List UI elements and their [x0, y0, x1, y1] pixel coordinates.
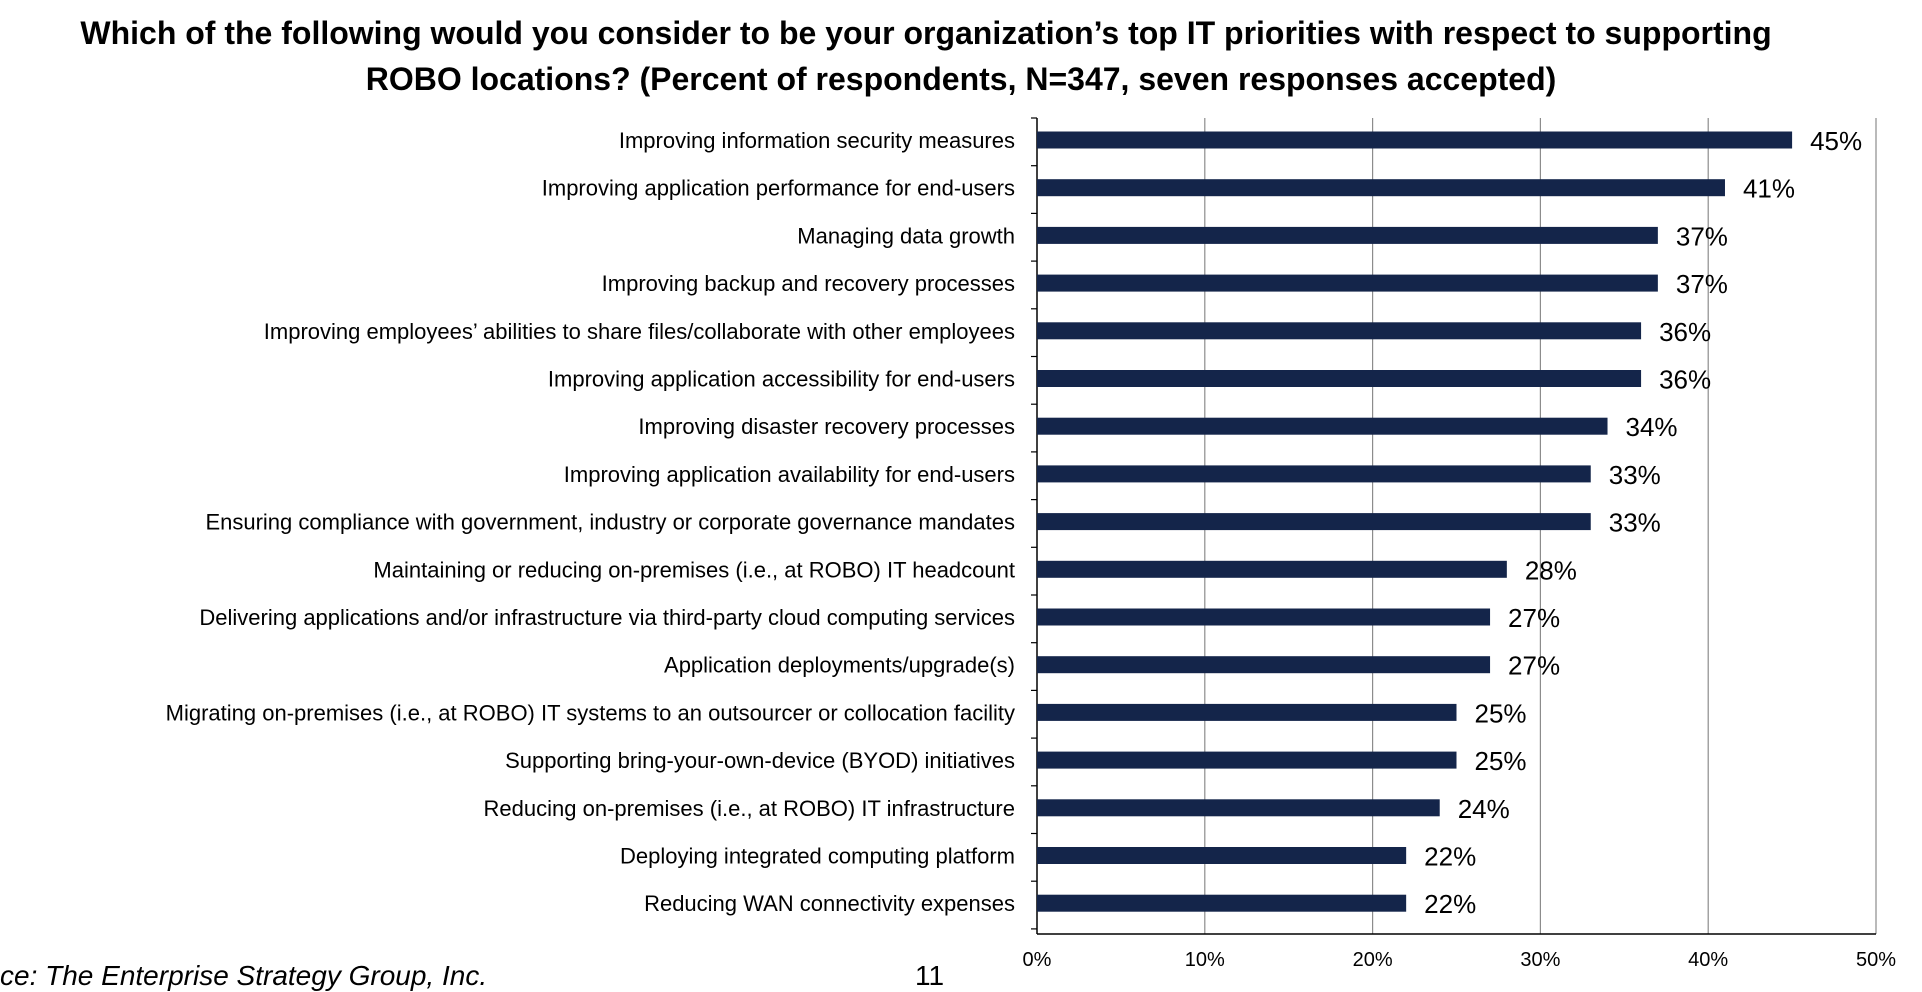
source-footnote: ce: The Enterprise Strategy Group, Inc. — [0, 960, 488, 991]
category-label-15: Deploying integrated computing platform — [620, 844, 1015, 869]
value-label-9: 28% — [1525, 555, 1577, 585]
value-label-16: 22% — [1424, 889, 1476, 919]
category-label-13: Supporting bring-your-own-device (BYOD) … — [505, 748, 1015, 773]
bar-0 — [1037, 131, 1793, 149]
value-label-4: 36% — [1659, 317, 1711, 347]
x-tick-label-3: 30% — [1520, 949, 1560, 971]
bar-4 — [1037, 322, 1642, 340]
category-label-0: Improving information security measures — [619, 128, 1015, 153]
category-label-9: Maintaining or reducing on-premises (i.e… — [373, 557, 1015, 582]
value-label-2: 37% — [1676, 221, 1728, 251]
value-label-14: 24% — [1458, 794, 1510, 824]
value-label-15: 22% — [1424, 842, 1476, 872]
value-label-11: 27% — [1508, 651, 1560, 681]
bar-7 — [1037, 465, 1591, 483]
category-label-8: Ensuring compliance with government, ind… — [205, 510, 1015, 535]
value-label-8: 33% — [1609, 508, 1661, 538]
category-label-10: Delivering applications and/or infrastru… — [199, 605, 1015, 630]
bar-14 — [1037, 799, 1440, 817]
chart-title-line-1: Which of the following would you conside… — [80, 15, 1772, 51]
bar-15 — [1037, 847, 1407, 864]
chart-title-line-2: ROBO locations? (Percent of respondents,… — [365, 61, 1557, 97]
x-tick-label-4: 40% — [1688, 949, 1728, 971]
bar-9 — [1037, 560, 1507, 578]
category-label-5: Improving application accessibility for … — [548, 367, 1015, 392]
x-tick-label-2: 20% — [1353, 949, 1393, 971]
bar-10 — [1037, 608, 1491, 626]
bar-6 — [1037, 417, 1608, 435]
bar-13 — [1037, 751, 1457, 769]
category-label-3: Improving backup and recovery processes — [602, 271, 1015, 296]
value-label-1: 41% — [1743, 174, 1795, 204]
x-tick-label-1: 10% — [1185, 949, 1225, 971]
x-tick-label-0: 0% — [1023, 949, 1052, 971]
value-label-6: 34% — [1626, 412, 1678, 442]
category-label-1: Improving application performance for en… — [542, 176, 1015, 201]
category-label-11: Application deployments/upgrade(s) — [664, 653, 1015, 678]
bar-12 — [1037, 703, 1457, 721]
value-label-5: 36% — [1659, 365, 1711, 395]
bar-5 — [1037, 370, 1642, 387]
category-label-16: Reducing WAN connectivity expenses — [644, 891, 1015, 916]
bar-1 — [1037, 179, 1725, 197]
value-label-7: 33% — [1609, 460, 1661, 490]
bar-2 — [1037, 226, 1658, 244]
page-number: 11 — [915, 960, 945, 991]
bar-16 — [1037, 894, 1407, 912]
value-label-0: 45% — [1810, 126, 1862, 156]
value-label-13: 25% — [1475, 746, 1527, 776]
value-label-10: 27% — [1508, 603, 1560, 633]
bar-3 — [1037, 274, 1658, 292]
value-label-3: 37% — [1676, 269, 1728, 299]
category-label-7: Improving application availability for e… — [564, 462, 1015, 487]
category-label-12: Migrating on-premises (i.e., at ROBO) IT… — [166, 700, 1015, 725]
category-label-2: Managing data growth — [797, 223, 1015, 248]
category-label-6: Improving disaster recovery processes — [638, 414, 1015, 439]
bar-11 — [1037, 656, 1491, 674]
chart-title: Which of the following would you conside… — [0, 10, 1922, 102]
x-tick-label-5: 50% — [1856, 949, 1896, 971]
category-label-4: Improving employees’ abilities to share … — [264, 319, 1015, 344]
bar-8 — [1037, 513, 1591, 531]
category-label-14: Reducing on-premises (i.e., at ROBO) IT … — [484, 796, 1015, 821]
value-label-12: 25% — [1475, 698, 1527, 728]
